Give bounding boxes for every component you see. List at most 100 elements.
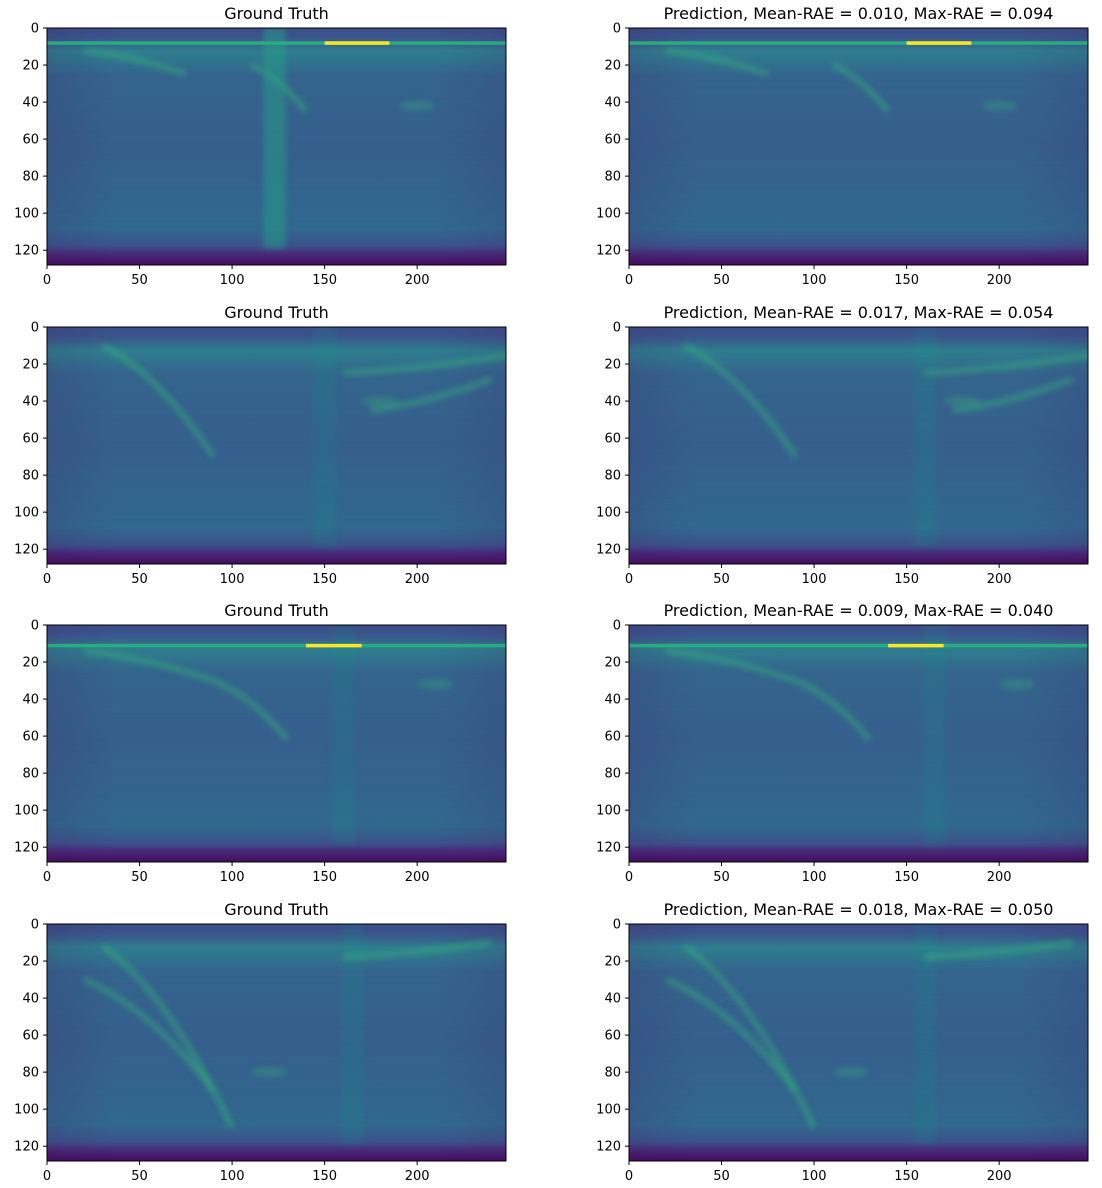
y-tick-label: 0 [613, 22, 621, 37]
x-tick-label: 0 [625, 1169, 633, 1184]
panel-title: Prediction, Mean-RAE = 0.009, Max-RAE = … [664, 601, 1054, 620]
y-tick-label: 120 [596, 1140, 621, 1155]
heatmap-panel-6: Prediction, Mean-RAE = 0.009, Max-RAE = … [596, 601, 1089, 885]
y-tick-label: 20 [22, 955, 39, 970]
y-tick-label: 100 [14, 1103, 39, 1118]
y-tick-label: 60 [604, 730, 621, 745]
x-tick-label: 50 [713, 273, 730, 288]
y-tick-label: 80 [604, 170, 621, 185]
y-tick-label: 120 [14, 841, 39, 856]
y-tick-label: 20 [604, 656, 621, 671]
x-tick-label: 200 [405, 870, 430, 885]
panel-title: Ground Truth [224, 601, 329, 620]
x-tick-label: 100 [220, 870, 245, 885]
x-tick-label: 200 [987, 572, 1012, 587]
y-tick-label: 0 [613, 321, 621, 336]
axes-frame [628, 923, 1089, 1162]
heatmap-image [47, 28, 506, 265]
heatmap-panel-5: Ground Truth 0 50 100 150 200 0 20 40 60 80 100 120 [14, 601, 507, 885]
y-tick-label: 0 [613, 918, 621, 933]
y-tick-label: 120 [14, 543, 39, 558]
y-tick-label: 40 [604, 693, 621, 708]
y-tick-label: 100 [14, 506, 39, 521]
x-tick-label: 0 [43, 273, 51, 288]
y-tick-label: 40 [604, 96, 621, 111]
x-tick-label: 0 [625, 572, 633, 587]
y-tick-label: 0 [31, 619, 39, 634]
y-tick-label: 40 [22, 693, 39, 708]
x-tick-label: 100 [802, 572, 827, 587]
panel-title: Prediction, Mean-RAE = 0.017, Max-RAE = … [664, 303, 1054, 322]
x-tick-label: 200 [405, 273, 430, 288]
heatmap-image [47, 625, 506, 862]
y-tick-label: 40 [22, 992, 39, 1007]
y-tick-label: 100 [14, 804, 39, 819]
x-tick-label: 0 [43, 870, 51, 885]
axes-frame [628, 624, 1089, 863]
y-tick-label: 120 [596, 244, 621, 259]
heatmap-panel-7: Ground Truth 0 50 100 150 200 0 20 40 60 80 100 120 [14, 900, 507, 1184]
heatmap-panel-3: Ground Truth 0 50 100 150 200 0 20 40 60 80 100 120 [14, 303, 507, 587]
y-tick-label: 120 [596, 543, 621, 558]
axes-frame [46, 326, 507, 565]
panel-title: Ground Truth [224, 4, 329, 23]
y-tick-label: 40 [22, 96, 39, 111]
heatmap-image [629, 924, 1088, 1161]
axes-frame [46, 923, 507, 1162]
heatmap-image [47, 327, 506, 564]
y-tick-label: 60 [604, 1029, 621, 1044]
x-tick-label: 150 [894, 1169, 919, 1184]
y-tick-label: 120 [14, 1140, 39, 1155]
heatmap-panel-1: Ground Truth 0 50 100 150 200 0 20 40 60 80 100 120 [14, 4, 507, 288]
y-tick-label: 60 [604, 432, 621, 447]
y-tick-label: 100 [596, 207, 621, 222]
axes-frame [46, 27, 507, 266]
panel-title: Ground Truth [224, 303, 329, 322]
x-tick-label: 50 [131, 870, 148, 885]
y-tick-label: 120 [596, 841, 621, 856]
x-tick-label: 50 [713, 870, 730, 885]
axes-frame [628, 326, 1089, 565]
y-tick-label: 40 [22, 395, 39, 410]
y-tick-label: 80 [604, 469, 621, 484]
heatmap-image [47, 924, 506, 1161]
x-tick-label: 100 [802, 870, 827, 885]
x-tick-label: 100 [220, 273, 245, 288]
x-tick-label: 200 [987, 1169, 1012, 1184]
x-tick-label: 100 [802, 273, 827, 288]
panel-title: Prediction, Mean-RAE = 0.010, Max-RAE = … [664, 4, 1054, 23]
x-tick-label: 150 [312, 572, 337, 587]
y-tick-label: 100 [14, 207, 39, 222]
y-tick-label: 60 [22, 432, 39, 447]
y-tick-label: 0 [31, 22, 39, 37]
x-tick-label: 200 [987, 870, 1012, 885]
x-tick-label: 0 [625, 273, 633, 288]
x-tick-label: 50 [713, 572, 730, 587]
heatmap-image [629, 625, 1088, 862]
y-tick-label: 80 [604, 767, 621, 782]
y-tick-label: 40 [604, 992, 621, 1007]
y-tick-label: 80 [22, 170, 39, 185]
heatmap-image [629, 28, 1088, 265]
x-tick-label: 0 [43, 1169, 51, 1184]
x-tick-label: 100 [220, 1169, 245, 1184]
x-tick-label: 100 [220, 572, 245, 587]
y-tick-label: 20 [22, 358, 39, 373]
x-tick-label: 200 [405, 1169, 430, 1184]
x-tick-label: 150 [312, 273, 337, 288]
y-tick-label: 20 [604, 955, 621, 970]
y-tick-label: 0 [31, 321, 39, 336]
x-tick-label: 150 [894, 870, 919, 885]
x-tick-label: 50 [131, 572, 148, 587]
x-tick-label: 100 [802, 1169, 827, 1184]
x-tick-label: 200 [987, 273, 1012, 288]
panel-title: Prediction, Mean-RAE = 0.018, Max-RAE = … [664, 900, 1054, 919]
axes-frame [46, 624, 507, 863]
y-tick-label: 20 [604, 59, 621, 74]
y-tick-label: 100 [596, 804, 621, 819]
x-tick-label: 150 [312, 1169, 337, 1184]
y-tick-label: 80 [604, 1066, 621, 1081]
y-tick-label: 60 [22, 730, 39, 745]
x-tick-label: 150 [894, 572, 919, 587]
